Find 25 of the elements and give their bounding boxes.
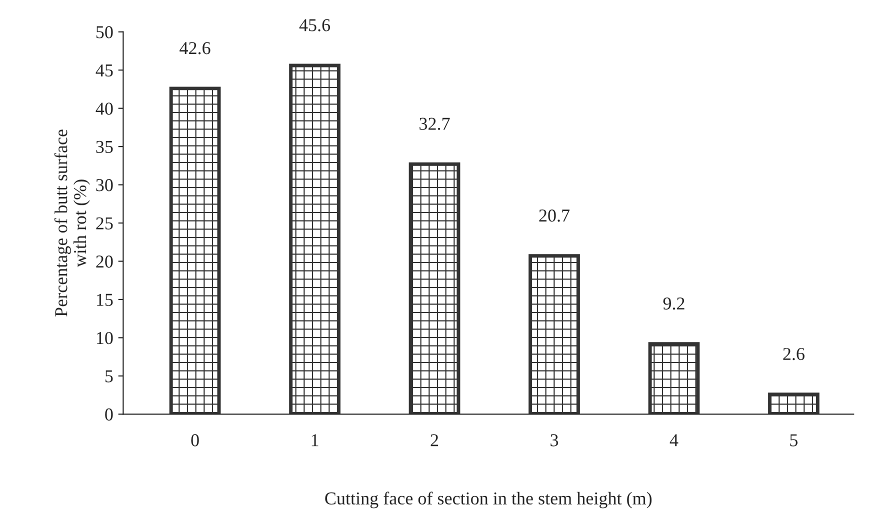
data-label: 32.7	[420, 118, 450, 130]
x-axis-title: Cutting face of section in the stem height (m)	[325, 492, 652, 508]
x-tick-label: 1	[312, 434, 318, 446]
data-label: 45.6	[299, 19, 330, 32]
y-tick-label: 35	[96, 140, 113, 153]
y-tick-label: 0	[105, 408, 113, 421]
y-tick-label: 10	[97, 332, 113, 344]
x-tick-label: 4	[670, 434, 678, 446]
y-tick-label: 25	[96, 217, 113, 230]
y-tick-label: 50	[96, 26, 113, 38]
y-tick-label: 30	[96, 179, 113, 192]
x-tick-label: 5	[790, 434, 798, 446]
x-tick-label: 2	[430, 434, 438, 446]
data-label: 42.6	[180, 42, 210, 54]
y-tick-label: 40	[96, 102, 113, 115]
data-label: 2.6	[783, 348, 804, 360]
data-label: 9.2	[663, 297, 684, 310]
x-tick-label: 3	[550, 434, 558, 446]
y-tick-label: 15	[97, 294, 113, 306]
y-tick-label: 45	[96, 64, 113, 77]
y-tick-label: 20	[96, 256, 113, 268]
y-tick-label: 5	[106, 370, 113, 382]
data-label: 20.7	[539, 209, 570, 222]
y-axis-title: Percentage of butt surface with rot (%)	[54, 130, 90, 316]
x-tick-label: 0	[191, 434, 199, 446]
